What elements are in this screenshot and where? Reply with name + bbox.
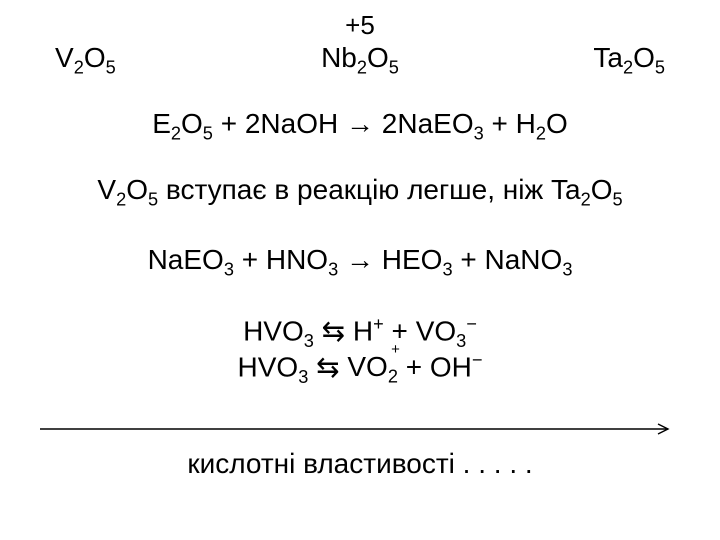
- arrow-glyph: →: [338, 108, 382, 139]
- note-as2: 5: [148, 190, 158, 210]
- note-b: Ta: [551, 174, 581, 205]
- vp: +: [391, 341, 400, 358]
- sub1: 2: [623, 58, 633, 78]
- O: O: [367, 42, 389, 73]
- r1-s1: 2: [171, 124, 181, 144]
- trend-label: кислотні властивості . . . . .: [0, 448, 720, 480]
- note-bs2: 5: [612, 190, 622, 210]
- O: O: [633, 42, 655, 73]
- p1s: 3: [474, 124, 484, 144]
- sub2: 5: [389, 58, 399, 78]
- r1s: 3: [224, 260, 234, 280]
- ls: 3: [304, 331, 314, 351]
- vo2-cation: VO2+: [347, 351, 398, 388]
- r1-s2: 5: [203, 124, 213, 144]
- r2s: 3: [328, 260, 338, 280]
- p1: HEO: [382, 244, 443, 275]
- note-text: вступає в реакцію легше, ніж: [158, 174, 551, 205]
- reactivity-note: V2O5 вступає в реакцію легше, ніж Ta2O5: [0, 174, 720, 211]
- r1: NaEO: [148, 244, 224, 275]
- sub2: 5: [655, 58, 665, 78]
- plus: +: [213, 108, 245, 139]
- r1-el: E: [152, 108, 171, 139]
- reaction-1: E2O5 + 2NaOH → 2NaEO3 + H2O: [0, 108, 720, 145]
- trend-arrow: [40, 422, 680, 436]
- hp: +: [373, 314, 384, 334]
- coef: 2: [245, 108, 261, 139]
- plus: +: [398, 351, 430, 382]
- oxide-right: Ta2O5: [593, 42, 665, 79]
- h: H: [353, 315, 373, 346]
- plus2: +: [453, 244, 485, 275]
- equil-glyph: ⇆: [314, 315, 353, 346]
- arrow-glyph: →: [338, 244, 382, 275]
- ionization-1: HVO3 ⇆ H+ + VO3−: [0, 314, 720, 352]
- p2a: H: [516, 108, 536, 139]
- el: Ta: [593, 42, 623, 73]
- oh: OH: [430, 351, 472, 382]
- p1s: 3: [442, 260, 452, 280]
- note-bs1: 2: [581, 190, 591, 210]
- vs: 3: [456, 331, 466, 351]
- note-a: V: [97, 174, 116, 205]
- el: Nb: [321, 42, 357, 73]
- oxidation-state-label: +5: [0, 10, 720, 41]
- l: HVO: [243, 315, 304, 346]
- note-as1: 2: [116, 190, 126, 210]
- v: VO: [416, 315, 456, 346]
- O2: O: [591, 174, 613, 205]
- ionization-2: HVO3 ⇆ VO2+ + OH−: [0, 350, 720, 388]
- ls: 3: [298, 367, 308, 387]
- equil-glyph: ⇆: [308, 351, 347, 382]
- vm: −: [466, 314, 477, 334]
- plus2: +: [484, 108, 516, 139]
- p1a: NaEO: [397, 108, 473, 139]
- p2b: O: [546, 108, 568, 139]
- sub1: 2: [357, 58, 367, 78]
- v: VO: [347, 351, 387, 382]
- p2s: 3: [562, 260, 572, 280]
- plus: +: [234, 244, 266, 275]
- r2: NaOH: [260, 108, 338, 139]
- vs: 2: [388, 367, 398, 387]
- l: HVO: [238, 351, 299, 382]
- O: O: [181, 108, 203, 139]
- coef2: 2: [382, 108, 398, 139]
- ohm: −: [472, 350, 483, 370]
- p2: NaNO: [485, 244, 563, 275]
- r2: HNO: [266, 244, 328, 275]
- reaction-2: NaEO3 + HNO3 → HEO3 + NaNO3: [0, 244, 720, 281]
- O: O: [126, 174, 148, 205]
- p2s: 2: [536, 124, 546, 144]
